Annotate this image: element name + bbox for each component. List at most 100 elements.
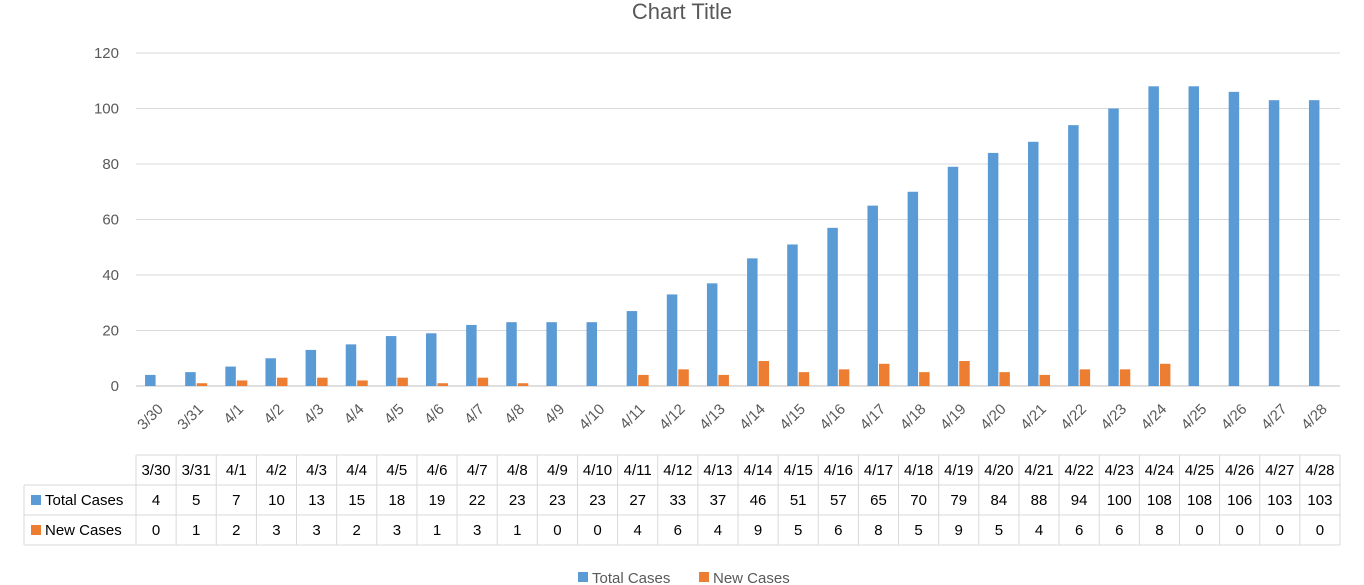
table-header-cell: 4/13 <box>703 462 732 479</box>
table-value-cell: 0 <box>553 522 561 539</box>
bar-total-cases <box>1028 141 1039 386</box>
table-value-cell: 4 <box>1035 522 1043 539</box>
table-value-cell: 37 <box>710 492 727 509</box>
table-value-cell: 0 <box>1195 522 1203 539</box>
x-tick-label: 4/5 <box>381 401 408 428</box>
table-header-cell: 4/26 <box>1225 462 1254 479</box>
table-header-cell: 4/14 <box>743 462 772 479</box>
bars <box>145 86 1320 387</box>
table-value-cell: 1 <box>192 522 200 539</box>
x-tick-label: 4/25 <box>1178 401 1211 434</box>
table-value-cell: 103 <box>1267 492 1292 509</box>
table-value-cell: 5 <box>192 492 200 509</box>
bar-total-cases <box>947 166 959 386</box>
table-value-cell: 18 <box>389 492 406 509</box>
bar-total-cases <box>506 322 517 386</box>
x-tick-label: 4/7 <box>461 401 488 428</box>
x-tick-label: 4/27 <box>1258 401 1291 434</box>
bar-new-cases <box>999 372 1010 386</box>
x-tick-label: 3/31 <box>174 401 207 434</box>
legend-label: Total Cases <box>592 570 670 585</box>
table-legend-key <box>31 525 41 535</box>
table-value-cell: 94 <box>1071 492 1088 509</box>
x-tick-label: 4/3 <box>301 401 328 428</box>
table-value-cell: 4 <box>633 522 641 539</box>
bar-total-cases <box>145 374 156 386</box>
table-value-cell: 108 <box>1147 492 1172 509</box>
table-value-cell: 10 <box>268 492 285 509</box>
table-header-cell: 4/17 <box>864 462 893 479</box>
y-tick-label: 80 <box>102 156 119 173</box>
x-tick-label: 4/17 <box>857 401 890 434</box>
bar-total-cases <box>466 324 477 386</box>
table-value-cell: 7 <box>232 492 240 509</box>
bar-total-cases <box>185 372 196 386</box>
table-header-cell: 4/2 <box>266 462 287 479</box>
table-value-cell: 0 <box>1276 522 1284 539</box>
table-value-cell: 3 <box>312 522 320 539</box>
table-value-cell: 8 <box>1155 522 1163 539</box>
table-value-cell: 108 <box>1187 492 1212 509</box>
legend-swatch <box>578 572 588 582</box>
table-header-cell: 4/12 <box>663 462 692 479</box>
x-tick-label: 4/26 <box>1218 401 1251 434</box>
x-axis-ticks: 3/30 3/31 4/1 4/2 4/3 4/4 4/5 4/6 4/7 4/8 4/9 4/10 4… <box>134 401 1331 434</box>
legend-label: New Cases <box>713 570 790 585</box>
bar-new-cases <box>758 361 770 386</box>
table-value-cell: 57 <box>830 492 847 509</box>
bar-new-cases <box>919 372 930 386</box>
x-tick-label: 3/30 <box>134 401 167 434</box>
table-value-cell: 27 <box>629 492 646 509</box>
y-tick-label: 20 <box>102 323 119 340</box>
table-value-cell: 0 <box>1235 522 1243 539</box>
table-header-cell: 4/9 <box>547 462 568 479</box>
x-tick-label: 4/1 <box>220 401 247 428</box>
table-value-cell: 4 <box>152 492 160 509</box>
x-tick-label: 4/16 <box>816 401 849 434</box>
bar-new-cases <box>477 377 489 386</box>
table-value-cell: 5 <box>914 522 922 539</box>
table-value-cell: 23 <box>509 492 526 509</box>
x-tick-label: 4/20 <box>977 401 1010 434</box>
bar-new-cases <box>1119 369 1131 386</box>
bar-new-cases <box>798 372 810 386</box>
bar-total-cases <box>385 336 397 386</box>
table-header-cell: 4/10 <box>583 462 612 479</box>
table-header-cell: 4/21 <box>1024 462 1053 479</box>
table-value-cell: 0 <box>152 522 160 539</box>
bar-total-cases <box>867 205 878 386</box>
table-header-cell: 4/4 <box>346 462 367 479</box>
table-header-cell: 4/16 <box>824 462 853 479</box>
bar-total-cases <box>1068 125 1079 387</box>
table-header-cell: 4/7 <box>467 462 488 479</box>
table-value-cell: 6 <box>674 522 682 539</box>
legend: Total Cases New Cases <box>578 570 790 585</box>
bar-total-cases <box>305 349 317 386</box>
bar-new-cases <box>196 383 208 386</box>
table-value-cell: 13 <box>308 492 325 509</box>
bar-total-cases <box>1108 108 1119 386</box>
table-header-cell: 4/15 <box>784 462 813 479</box>
table-value-cell: 3 <box>272 522 280 539</box>
bar-total-cases <box>987 152 999 386</box>
table-header-cell: 4/18 <box>904 462 933 479</box>
table-value-cell: 84 <box>991 492 1008 509</box>
x-tick-label: 4/15 <box>776 401 809 434</box>
table-header-cell: 4/23 <box>1105 462 1134 479</box>
table-header-cell: 3/30 <box>141 462 170 479</box>
table-header-cell: 4/5 <box>386 462 407 479</box>
table-value-cell: 15 <box>348 492 365 509</box>
x-tick-label: 4/28 <box>1298 401 1331 434</box>
chart-title: Chart Title <box>632 0 732 24</box>
bar-new-cases <box>276 377 288 386</box>
bar-new-cases <box>638 374 649 386</box>
table-header-cell: 4/6 <box>427 462 448 479</box>
bar-new-cases <box>718 374 729 386</box>
table-legend-key <box>31 495 41 505</box>
bar-total-cases <box>706 283 718 386</box>
y-tick-label: 40 <box>102 267 119 284</box>
table-value-cell: 0 <box>593 522 601 539</box>
table-header-cell: 3/31 <box>182 462 211 479</box>
table-value-cell: 9 <box>754 522 762 539</box>
table-value-cell: 23 <box>549 492 566 509</box>
